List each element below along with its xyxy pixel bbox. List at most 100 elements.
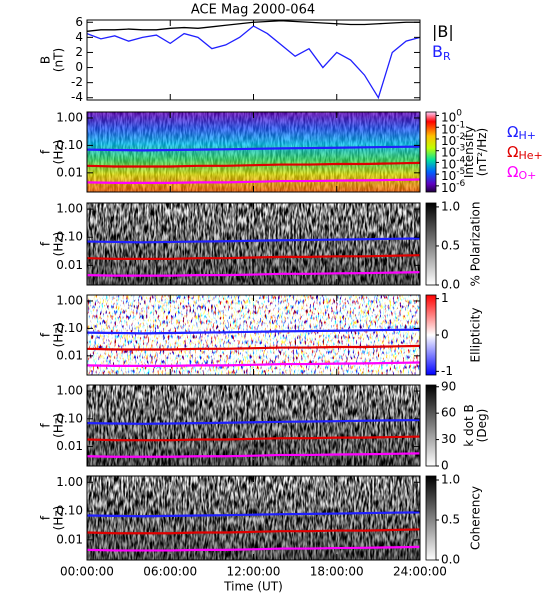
colorbar [425,111,437,193]
spectrogram-shade [87,385,420,466]
colorbar-tick-label: 0 [441,328,449,342]
colorbar-tick-exponent: -2 [456,131,465,141]
gyrofrequency-line [87,344,420,351]
colorbar-tick-base: 10 [441,133,456,147]
colorbar-label: Intensity [462,126,476,178]
colorbar [425,202,437,286]
spectrogram-texture [87,112,420,192]
colorbar-tick-label: 0.0 [441,278,460,292]
colorbar-tick-label: 0.5 [441,513,460,527]
x-tick-label: 06:00:00 [143,565,197,579]
legend-entry: ΩHe+ [507,143,543,163]
colorbar-tick-label: 100 [441,108,462,124]
colorbar-tick-label: 0.5 [441,238,460,252]
x-tick-label: 24:00:00 [393,565,447,579]
y-tick-label: -4 [71,90,83,104]
gyrofrequency-line [87,254,420,260]
y-axis-label: f [39,515,53,520]
spectrogram-image [87,295,420,375]
colorbar-tick-label: 90 [441,379,456,393]
colorbar-tick-label: 10-6 [441,178,466,194]
colorbar-tick-label: 10-5 [441,167,465,183]
colorbar-label: Coherency [469,486,483,550]
gyrofrequency-line [87,237,420,244]
spectrogram-shade [87,476,420,560]
gyrofrequency-line [87,161,420,168]
legend-entry: ΩH+ [507,123,536,143]
colorbar-tick-exponent: -4 [456,155,465,165]
y-tick-label: -2 [71,75,83,89]
colorbar-tick-base: 10 [441,122,456,136]
colorbar-tick-exponent: -6 [456,178,465,188]
colorbar-tick-base: 10 [441,145,456,159]
legend-symbol: Ω [507,123,518,141]
y-axis-label: (Hz) [52,506,66,531]
x-tick-label: 00:00:00 [60,565,114,579]
y-tick-label: 1.00 [56,384,83,398]
y-tick-label: 0.10 [56,321,83,335]
colorbar-tick-label: 30 [441,432,456,446]
legend-symbol: Ω [507,143,518,161]
colorbar-label: Ellipticity [469,308,483,363]
y-tick-label: 2 [75,45,83,59]
colorbar-tick-label: 0 [441,459,449,473]
y-tick-label: 0.01 [56,439,83,453]
x-tick-label: 18:00:00 [310,565,364,579]
gyrofrequency-line [87,511,420,518]
colorbar-tick-base: 10 [441,157,456,171]
colorbar-tick-exponent: -5 [456,167,465,177]
y-axis-label: f [39,149,53,154]
gyrofrequency-line [87,435,420,442]
y-axis-label: f [39,423,53,428]
gyrofrequency-line [87,328,420,335]
y-tick-label: 1.00 [56,110,83,124]
plot-frame [86,19,421,101]
colorbar-label: k dot B [462,404,476,446]
colorbar-tick-base: 10 [441,110,456,124]
y-tick-label: 0.01 [56,258,83,272]
legend-entry: BR [432,42,451,64]
y-tick-label: 0.01 [56,348,83,362]
colorbar-tick-exponent: 0 [456,108,462,118]
gyrofrequency-line [87,361,420,367]
colorbar-tick-label: 60 [441,406,456,420]
legend-name: |B| [432,22,454,41]
y-tick-label: 0.01 [56,165,83,179]
y-tick-label: 0.10 [56,411,83,425]
colorbar [425,384,437,467]
colorbar-tick-label: 10-3 [441,143,465,159]
legend-subscript: H+ [518,129,536,142]
legend-symbol: Ω [507,163,518,181]
y-axis-label: f [39,332,53,337]
spectrogram-shade [87,203,420,285]
gyrofrequency-line [87,545,420,552]
y-axis-label: (Hz) [52,232,66,257]
gyrofrequency-line [87,528,420,535]
colorbar-tick-base: 10 [441,169,456,183]
legend-subscript: He+ [518,149,542,162]
y-axis-label: f [39,241,53,246]
y-tick-label: 1.00 [56,293,83,307]
colorbar-tick-label: 10-1 [441,120,465,136]
y-axis-label: B [39,56,53,64]
legend-subscript: O+ [518,169,536,182]
gyrofrequency-line [87,178,420,184]
y-tick-label: 0.10 [56,138,83,152]
y-axis-label: (Hz) [52,323,66,348]
colorbar-tick-label: 1.0 [441,199,460,213]
legend-subscript: R [443,50,451,63]
colorbar-tick-label: 10-2 [441,131,465,147]
y-tick-label: 0.10 [56,504,83,518]
y-tick-label: 1.00 [56,475,83,489]
colorbar-tick-base: 10 [441,180,456,194]
y-tick-label: 6 [75,15,83,29]
y-tick-label: 0.01 [56,532,83,546]
data-line [86,25,421,100]
gyrofrequency-line [87,271,420,277]
y-tick-label: 1.00 [56,202,83,216]
y-axis-label: (Hz) [52,140,66,165]
colorbar-tick-label: 0.0 [441,553,460,567]
x-tick-label: 12:00:00 [227,565,281,579]
legend-entry: ΩO+ [507,163,536,183]
